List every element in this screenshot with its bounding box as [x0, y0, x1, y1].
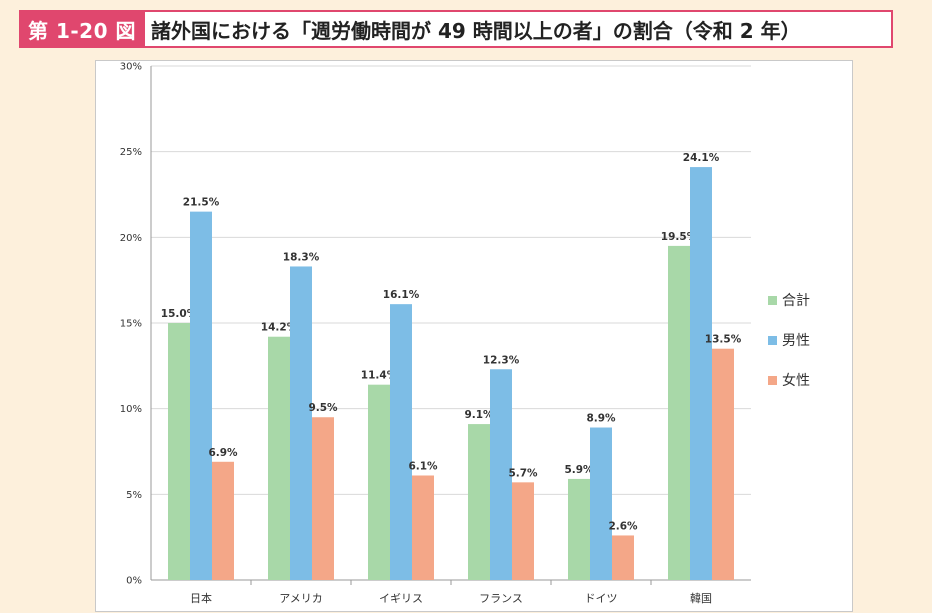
bar — [268, 336, 290, 580]
bar — [168, 323, 190, 580]
data-label: 9.5% — [308, 402, 338, 414]
y-tick-label: 25% — [120, 147, 142, 158]
data-label: 5.7% — [508, 467, 538, 479]
bar — [690, 167, 712, 580]
data-label: 24.1% — [683, 152, 720, 164]
chart-area: 0% 5% 10% 15% 20% 25% 30% 15.0% 21.5% 6.9% 日本 14.2%… — [95, 60, 853, 612]
y-tick-label: 20% — [120, 233, 142, 244]
bar — [312, 417, 334, 580]
legend-label: 合計 — [782, 293, 810, 309]
bar — [212, 461, 234, 580]
y-tick-label: 10% — [120, 404, 142, 415]
x-tick-label: イギリス — [379, 592, 423, 605]
legend-swatch — [768, 376, 777, 385]
bar — [390, 304, 412, 580]
data-label: 6.9% — [208, 447, 238, 459]
bar — [190, 211, 212, 580]
data-label: 8.9% — [586, 413, 616, 425]
data-label: 14.2% — [261, 322, 298, 334]
data-label: 12.3% — [483, 354, 520, 366]
legend-swatch — [768, 296, 777, 305]
bar — [568, 478, 590, 580]
bar — [612, 535, 634, 580]
data-label: 9.1% — [464, 409, 494, 421]
y-tick-label: 30% — [120, 62, 142, 73]
bar — [590, 427, 612, 580]
data-label: 5.9% — [564, 464, 594, 476]
x-tick-label: 韓国 — [690, 592, 712, 605]
legend-label: 男性 — [782, 333, 810, 349]
data-label: 19.5% — [661, 231, 698, 243]
data-label: 21.5% — [183, 197, 220, 209]
x-tick-label: アメリカ — [279, 592, 322, 605]
legend-swatch — [768, 336, 777, 345]
bar — [512, 482, 534, 580]
data-label: 18.3% — [283, 251, 320, 263]
bar — [712, 348, 734, 580]
y-tick-label: 15% — [120, 319, 142, 330]
legend-label: 女性 — [782, 372, 810, 389]
data-label: 2.6% — [608, 520, 638, 532]
figure-number: 第 1-20 図 — [21, 12, 145, 46]
data-label: 15.0% — [161, 308, 198, 320]
bar — [490, 369, 512, 580]
bar-chart: 0% 5% 10% 15% 20% 25% 30% 15.0% 21.5% 6.9% 日本 14.2%… — [120, 62, 810, 606]
data-label: 6.1% — [408, 460, 438, 472]
bar — [290, 266, 312, 580]
bar — [368, 384, 390, 580]
data-label: 11.4% — [361, 370, 398, 382]
data-label: 16.1% — [383, 289, 420, 301]
data-label: 13.5% — [705, 334, 742, 346]
x-tick-label: フランス — [479, 592, 523, 605]
bar — [468, 424, 490, 580]
bar — [412, 475, 434, 580]
y-tick-label: 5% — [126, 490, 142, 501]
y-tick-label: 0% — [126, 576, 142, 587]
x-tick-label: 日本 — [190, 591, 212, 605]
figure-title: 諸外国における「週労働時間が 49 時間以上の者」の割合（令和 2 年） — [150, 18, 801, 43]
figure-title-bar: 第 1-20 図 諸外国における「週労働時間が 49 時間以上の者」の割合（令和… — [19, 10, 893, 48]
bar — [668, 245, 690, 580]
x-tick-label: ドイツ — [585, 592, 618, 605]
